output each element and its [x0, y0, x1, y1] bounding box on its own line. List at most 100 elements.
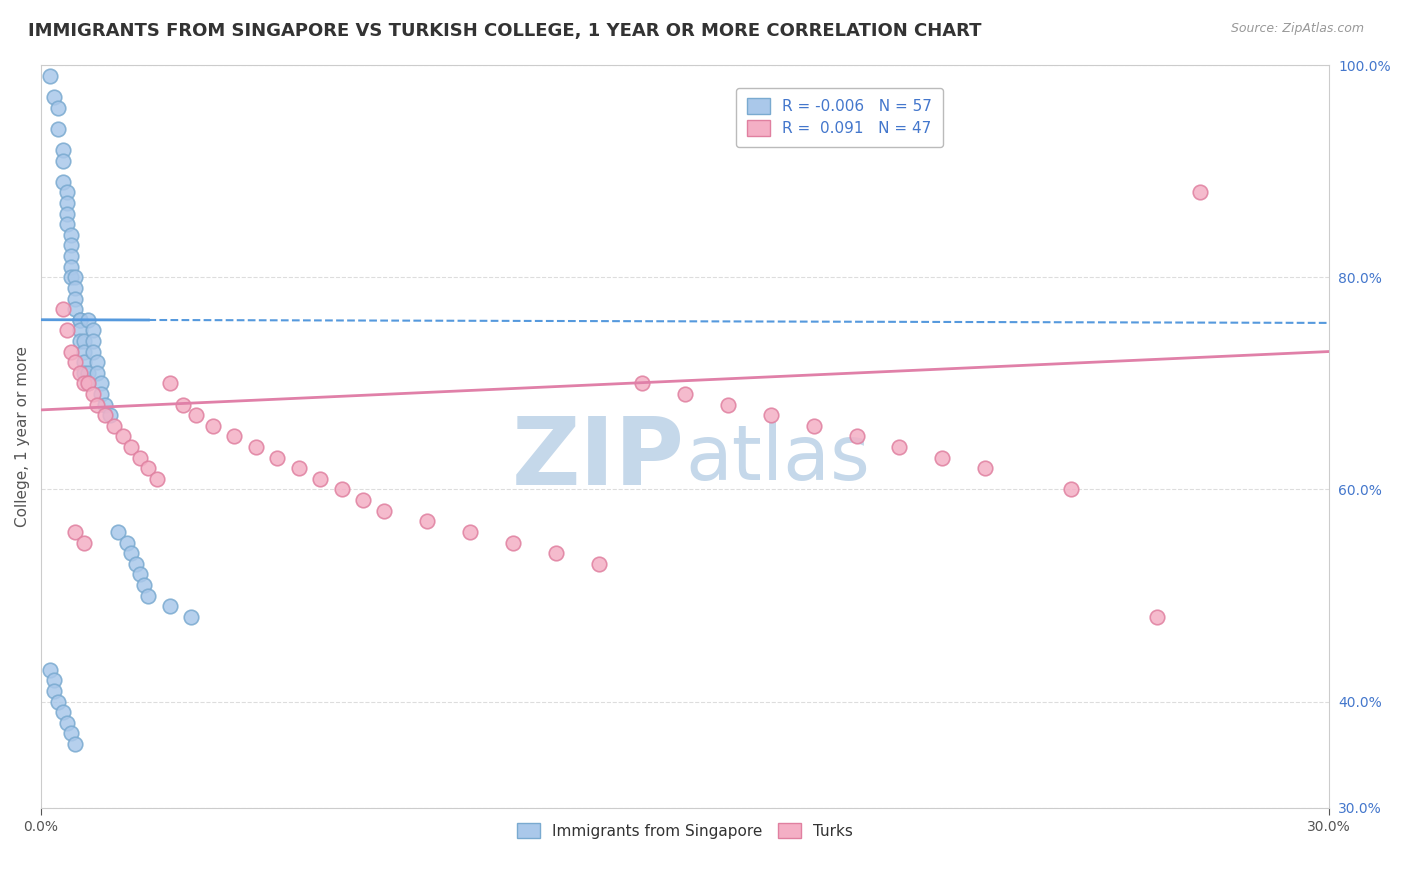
- Point: [60, 249, 83, 263]
- Point: [458, 524, 481, 539]
- Point: [224, 429, 246, 443]
- Point: [65, 292, 87, 306]
- Point: [86, 355, 108, 369]
- Point: [631, 376, 654, 391]
- Point: [352, 493, 374, 508]
- Point: [38, 663, 60, 677]
- Point: [60, 726, 83, 740]
- Point: [38, 69, 60, 83]
- Point: [845, 429, 868, 443]
- Point: [803, 418, 825, 433]
- Point: [65, 270, 87, 285]
- Point: [128, 450, 150, 465]
- Point: [86, 366, 108, 380]
- Point: [42, 90, 65, 104]
- Point: [159, 376, 181, 391]
- Point: [1188, 186, 1211, 200]
- Point: [94, 408, 117, 422]
- Point: [184, 408, 207, 422]
- Legend: Immigrants from Singapore, Turks: Immigrants from Singapore, Turks: [510, 816, 859, 845]
- Point: [931, 450, 953, 465]
- Point: [287, 461, 309, 475]
- Point: [60, 260, 83, 274]
- Point: [69, 366, 91, 380]
- Point: [159, 599, 181, 614]
- Text: ZIP: ZIP: [512, 413, 685, 505]
- Point: [94, 398, 117, 412]
- Point: [82, 334, 104, 348]
- Point: [115, 535, 138, 549]
- Point: [46, 101, 69, 115]
- Point: [373, 504, 395, 518]
- Point: [73, 366, 96, 380]
- Point: [77, 312, 100, 326]
- Point: [1060, 483, 1083, 497]
- Point: [56, 196, 79, 211]
- Point: [120, 440, 142, 454]
- Point: [90, 387, 112, 401]
- Point: [65, 302, 87, 317]
- Point: [180, 609, 202, 624]
- Point: [52, 175, 75, 189]
- Point: [138, 589, 160, 603]
- Point: [46, 695, 69, 709]
- Point: [65, 355, 87, 369]
- Point: [86, 398, 108, 412]
- Point: [73, 355, 96, 369]
- Point: [330, 483, 353, 497]
- Point: [73, 376, 96, 391]
- Point: [77, 376, 100, 391]
- Point: [52, 153, 75, 168]
- Point: [90, 376, 112, 391]
- Point: [82, 387, 104, 401]
- Point: [120, 546, 142, 560]
- Point: [77, 376, 100, 391]
- Point: [60, 227, 83, 242]
- Point: [52, 143, 75, 157]
- Point: [73, 535, 96, 549]
- Point: [69, 312, 91, 326]
- Point: [416, 514, 439, 528]
- Point: [201, 418, 224, 433]
- Point: [46, 121, 69, 136]
- Point: [42, 684, 65, 698]
- Point: [132, 578, 155, 592]
- Point: [266, 450, 288, 465]
- Point: [56, 217, 79, 231]
- Text: IMMIGRANTS FROM SINGAPORE VS TURKISH COLLEGE, 1 YEAR OR MORE CORRELATION CHART: IMMIGRANTS FROM SINGAPORE VS TURKISH COL…: [28, 22, 981, 40]
- Point: [60, 238, 83, 252]
- Point: [65, 737, 87, 751]
- Point: [1146, 609, 1168, 624]
- Point: [65, 524, 87, 539]
- Point: [82, 323, 104, 337]
- Point: [82, 344, 104, 359]
- Point: [52, 302, 75, 317]
- Point: [111, 429, 134, 443]
- Point: [65, 281, 87, 295]
- Point: [60, 270, 83, 285]
- Point: [172, 398, 194, 412]
- Point: [77, 366, 100, 380]
- Point: [69, 312, 91, 326]
- Point: [73, 344, 96, 359]
- Point: [146, 472, 169, 486]
- Point: [69, 323, 91, 337]
- Point: [588, 557, 610, 571]
- Point: [245, 440, 267, 454]
- Point: [889, 440, 911, 454]
- Point: [673, 387, 696, 401]
- Point: [52, 706, 75, 720]
- Point: [98, 408, 121, 422]
- Text: atlas: atlas: [685, 422, 870, 496]
- Point: [103, 418, 125, 433]
- Y-axis label: College, 1 year or more: College, 1 year or more: [15, 346, 30, 527]
- Point: [974, 461, 997, 475]
- Point: [546, 546, 568, 560]
- Point: [138, 461, 160, 475]
- Point: [56, 186, 79, 200]
- Point: [60, 344, 83, 359]
- Point: [717, 398, 740, 412]
- Point: [759, 408, 782, 422]
- Point: [56, 206, 79, 220]
- Point: [56, 715, 79, 730]
